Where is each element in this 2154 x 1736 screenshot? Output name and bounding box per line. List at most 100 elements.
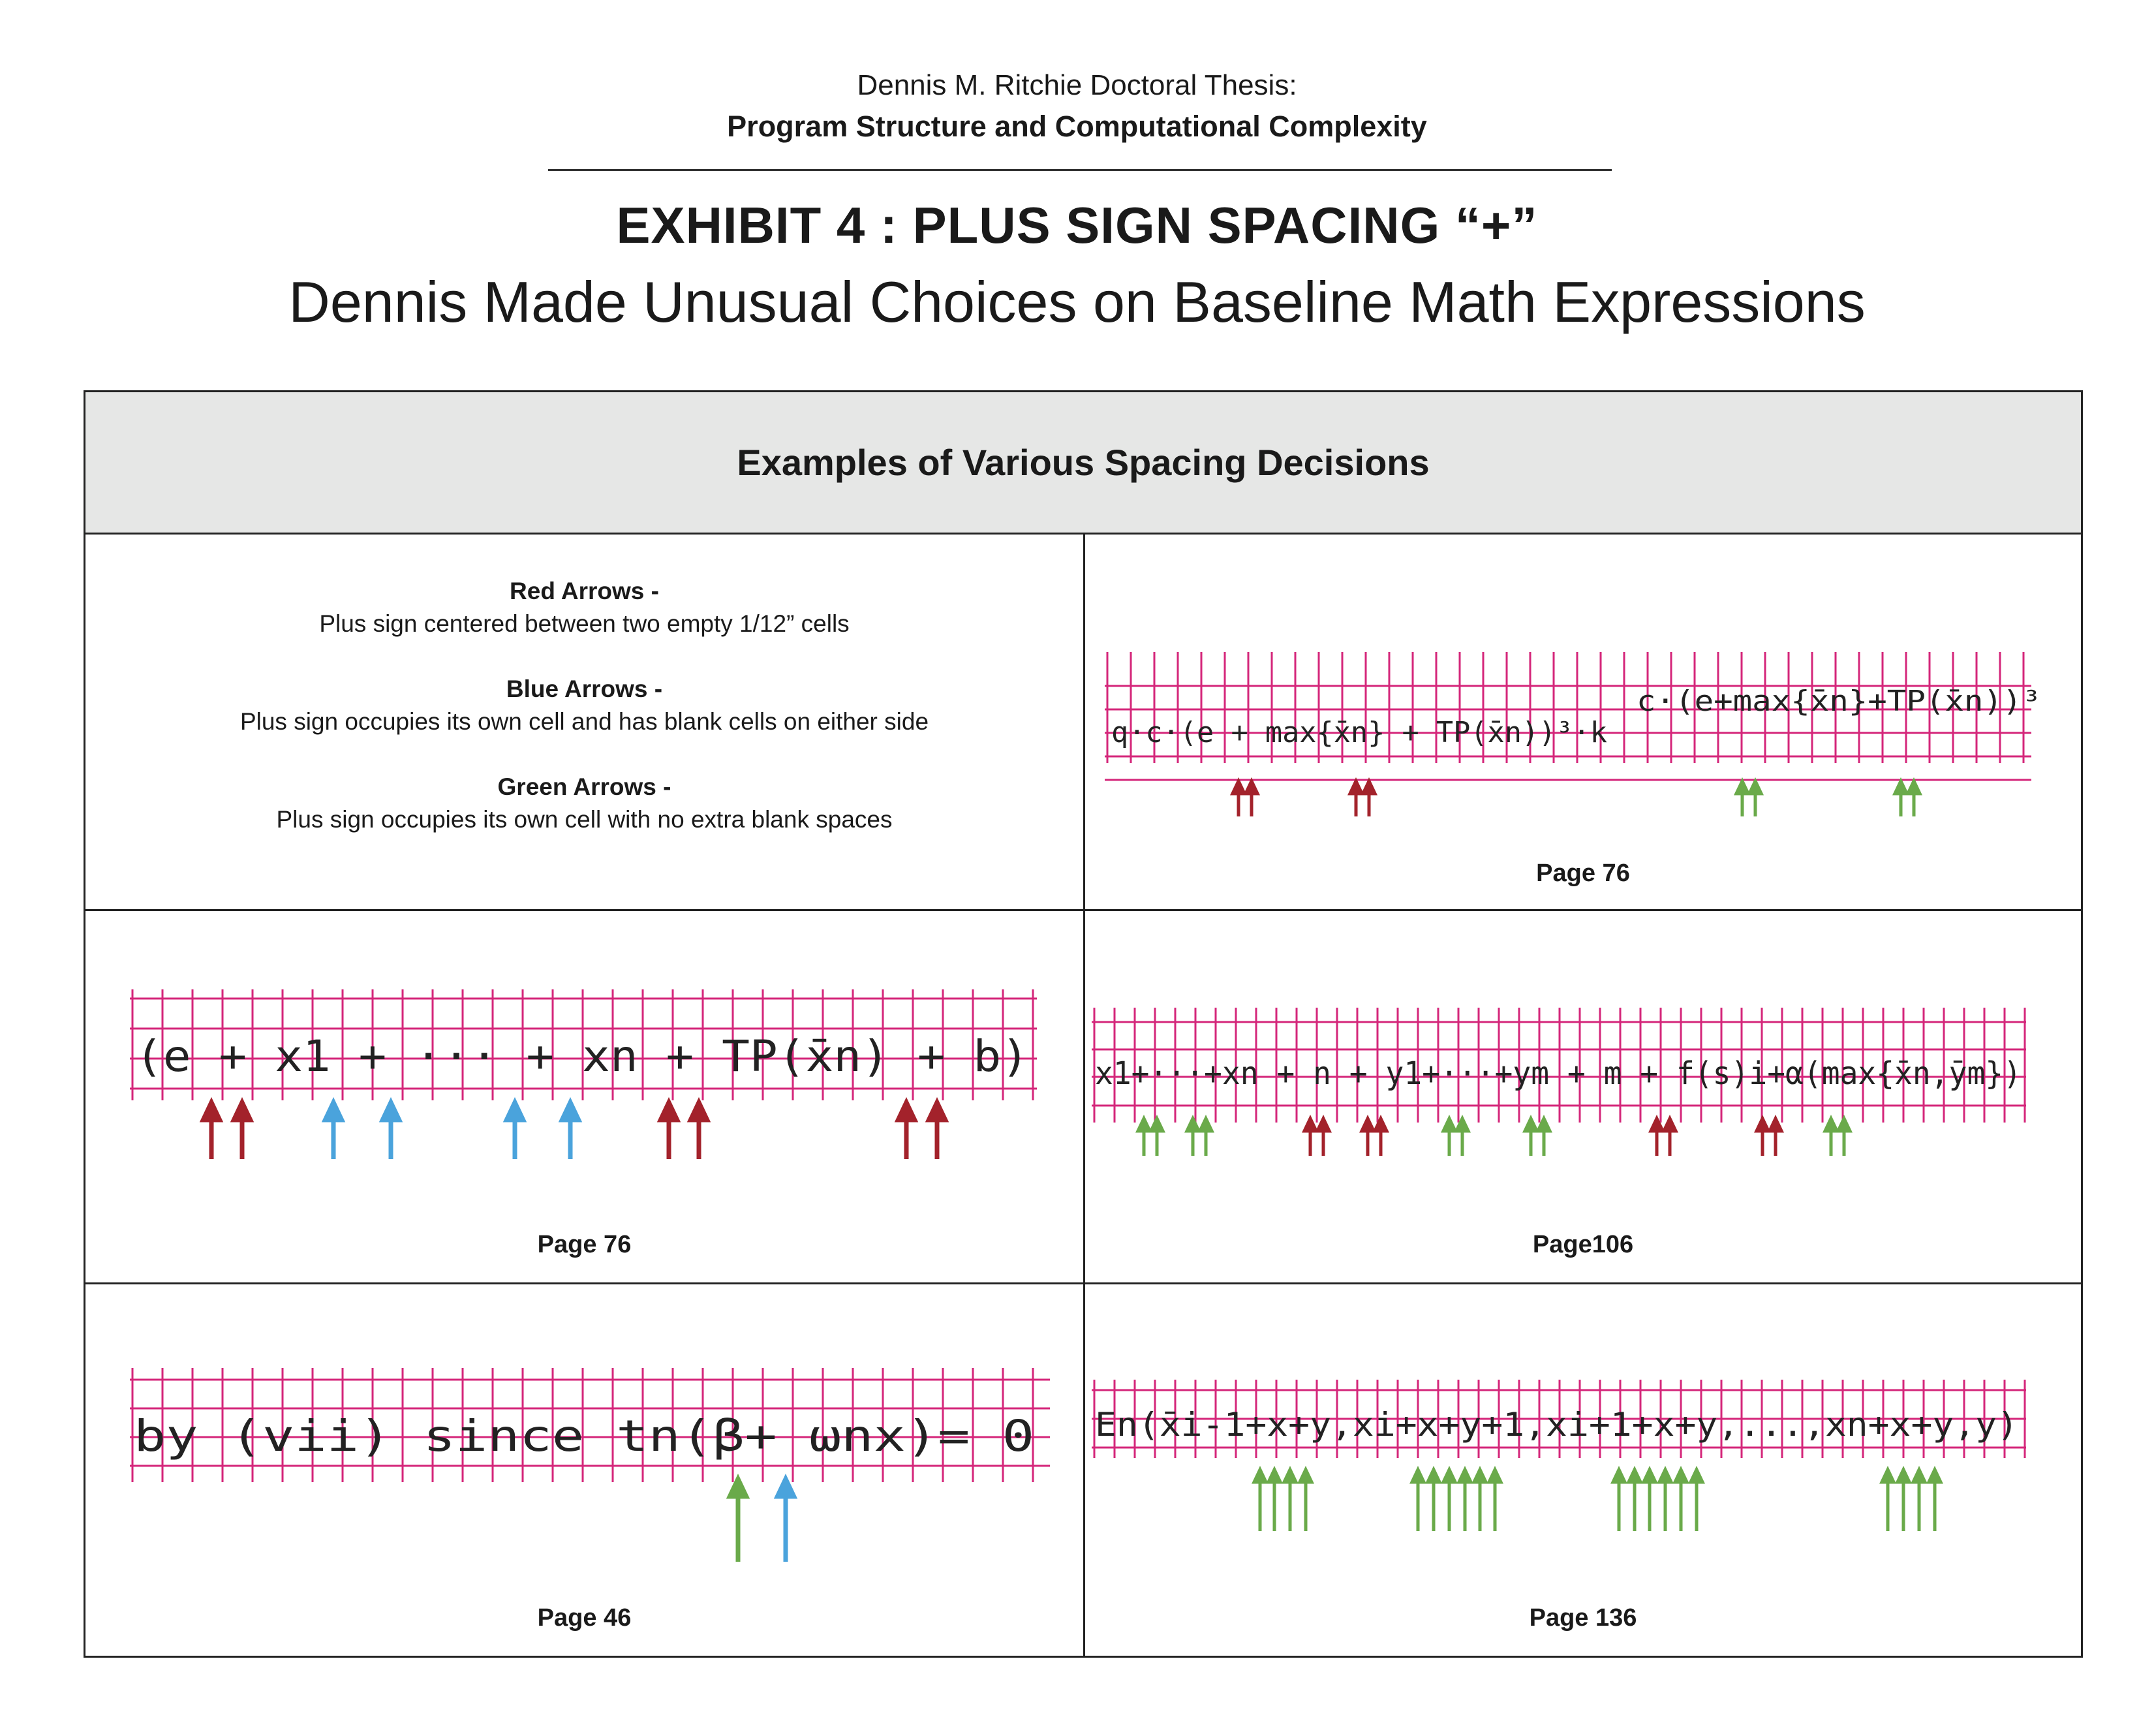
red-arrow [1648, 1115, 1665, 1156]
examples-table: Examples of Various Spacing Decisions Re… [84, 390, 2083, 1658]
legend-red-desc: Plus sign centered between two empty 1/1… [319, 610, 850, 637]
red-arrow [656, 1097, 681, 1159]
red-arrow [1315, 1115, 1332, 1156]
green-arrow [1409, 1466, 1426, 1531]
red-arrow [925, 1097, 949, 1159]
red-arrow [894, 1097, 919, 1159]
column-divider [1083, 535, 1085, 1656]
red-arrow [686, 1097, 711, 1159]
red-arrow [1767, 1115, 1784, 1156]
example-cell-1: q·c·(e + max{x̄n} + TP(x̄n))³·k c·(e+max… [1085, 535, 2081, 909]
legend-red: Red Arrows - Plus sign centered between … [85, 578, 1083, 638]
green-arrow [1297, 1466, 1314, 1531]
legend-blue-desc: Plus sign occupies its own cell and has … [239, 708, 929, 735]
green-arrow [1456, 1466, 1473, 1531]
typewriter-grid-2 [130, 989, 1037, 1100]
red-arrow [1347, 777, 1364, 816]
red-arrow [1243, 777, 1260, 816]
green-arrow [1892, 777, 1909, 816]
example-cell-4: by (vii) since tn(β+ ωnx)= 0 Page 46 [85, 1284, 1083, 1656]
green-arrow [1641, 1466, 1658, 1531]
green-arrow [1184, 1115, 1201, 1156]
row-divider [85, 909, 2081, 911]
typewriter-grid-1 [1105, 652, 2031, 781]
arrows-5 [1252, 1466, 1943, 1531]
expression-4-text: by (vii) since tn(β+ ωnx)= 0 [134, 1411, 1034, 1461]
red-arrow [1661, 1115, 1678, 1156]
blue-arrow [558, 1097, 583, 1159]
green-arrow [1252, 1466, 1269, 1531]
arrows-1 [1230, 777, 1922, 816]
green-arrow [1672, 1466, 1689, 1531]
example-3-caption: Page106 [1532, 1231, 1634, 1258]
legend-red-title: Red Arrows - [510, 578, 659, 604]
expression-2: (e + x1 + ··· + xn + TP(x̄n) + b) [135, 1031, 1029, 1081]
red-arrow [1230, 777, 1247, 816]
green-arrow [1282, 1466, 1299, 1531]
expression-3-text: x1+···+xn + n + y1+···+ym + m + f(s)i+α(… [1095, 1055, 2022, 1092]
green-arrow [1905, 777, 1922, 816]
red-arrow [1372, 1115, 1389, 1156]
red-arrow [1359, 1115, 1376, 1156]
arrows-3 [1135, 1115, 1853, 1156]
green-arrow [1610, 1466, 1627, 1531]
expression-5: En(x̄i-1+x+y,xi+x+y+1,xi+1+x+y,...,xn+x+… [1095, 1406, 2018, 1444]
blue-arrow [502, 1097, 527, 1159]
arrows-2 [199, 1097, 949, 1159]
example-5-caption: Page 136 [1529, 1604, 1637, 1632]
author-line: Dennis M. Ritchie Doctoral Thesis: [857, 69, 1297, 101]
typewriter-grid-5 [1092, 1380, 2026, 1458]
green-arrow [1471, 1466, 1488, 1531]
red-arrow [199, 1097, 224, 1159]
legend-green-title: Green Arrows - [497, 773, 671, 800]
green-arrow [1836, 1115, 1853, 1156]
expression-4: by (vii) since tn(β+ ωnx)= 0 [134, 1411, 1034, 1461]
green-arrow [1734, 777, 1751, 816]
legend-blue: Blue Arrows - Plus sign occupies its own… [85, 675, 1083, 736]
expression-1-line-2: c·(e+max{x̄n}+TP(x̄n))³ [1637, 685, 2041, 718]
green-arrow [1626, 1466, 1643, 1531]
expression-1-line-1: q·c·(e + max{x̄n} + TP(x̄n))³·k [1111, 716, 1607, 749]
legend-blue-title: Blue Arrows - [506, 675, 663, 702]
green-arrow [1911, 1466, 1928, 1531]
blue-arrow [378, 1097, 403, 1159]
thesis-title: Program Structure and Computational Comp… [727, 110, 1427, 143]
header-divider [548, 169, 1612, 171]
table-heading: Examples of Various Spacing Decisions [85, 392, 2081, 535]
legend-green-desc: Plus sign occupies its own cell with no … [276, 806, 893, 833]
red-arrow [1754, 1115, 1771, 1156]
green-arrow [726, 1474, 750, 1562]
exhibit-title: EXHIBIT 4 : PLUS SIGN SPACING “+” [616, 196, 1538, 254]
blue-arrow [321, 1097, 346, 1159]
green-arrow [1266, 1466, 1283, 1531]
legend-cell: Red Arrows - Plus sign centered between … [85, 535, 1083, 909]
green-arrow [1747, 777, 1764, 816]
green-arrow [1895, 1466, 1912, 1531]
example-cell-2: (e + x1 + ··· + xn + TP(x̄n) + b) Page 7… [85, 911, 1083, 1282]
expression-2-text: (e + x1 + ··· + xn + TP(x̄n) + b) [135, 1031, 1029, 1081]
exhibit-subtitle: Dennis Made Unusual Choices on Baseline … [288, 270, 1866, 334]
green-arrow [1657, 1466, 1674, 1531]
green-arrow [1441, 1466, 1458, 1531]
red-arrow [1361, 777, 1377, 816]
legend-green: Green Arrows - Plus sign occupies its ow… [85, 773, 1083, 833]
green-arrow [1823, 1115, 1839, 1156]
row-divider [85, 1282, 2081, 1284]
example-1-caption: Page 76 [1536, 860, 1630, 887]
green-arrow [1688, 1466, 1705, 1531]
green-arrow [1135, 1115, 1152, 1156]
expression-5-text: En(x̄i-1+x+y,xi+x+y+1,xi+1+x+y,...,xn+x+… [1095, 1406, 2018, 1444]
expression-1: q·c·(e + max{x̄n} + TP(x̄n))³·k c·(e+max… [1111, 685, 2041, 749]
red-arrow [230, 1097, 254, 1159]
green-arrow [1148, 1115, 1165, 1156]
green-arrow [1197, 1115, 1214, 1156]
example-4-caption: Page 46 [537, 1604, 632, 1632]
green-arrow [1535, 1115, 1552, 1156]
green-arrow [1425, 1466, 1442, 1531]
green-arrow [1486, 1466, 1503, 1531]
example-cell-3: x1+···+xn + n + y1+···+ym + m + f(s)i+α(… [1085, 911, 2081, 1282]
blue-arrow [773, 1474, 798, 1562]
example-cell-5: En(x̄i-1+x+y,xi+x+y+1,xi+1+x+y,...,xn+x+… [1085, 1284, 2081, 1656]
expression-3: x1+···+xn + n + y1+···+ym + m + f(s)i+α(… [1095, 1055, 2022, 1092]
green-arrow [1441, 1115, 1458, 1156]
